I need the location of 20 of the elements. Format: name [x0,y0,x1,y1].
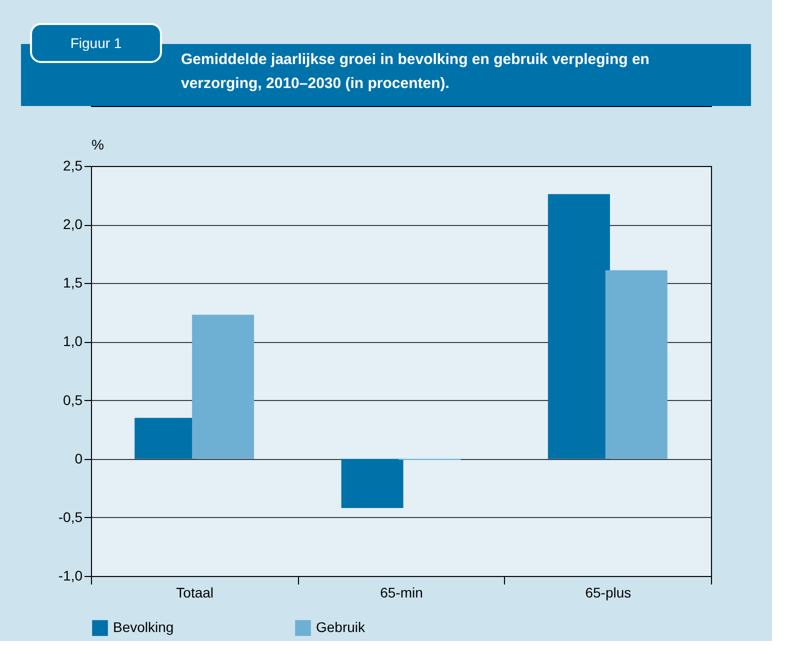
y-tick-label: 0 [74,450,83,466]
bar [341,458,404,508]
bar [548,194,610,459]
x-tick-label: 65-plus [585,584,632,600]
y-tick-label: -0,5 [58,508,83,525]
y-tick-label: 2,0 [63,216,83,232]
text: Figuur 1 [70,35,122,51]
bar [192,314,254,459]
legend-label: Bevolking [113,619,174,636]
x-tick-label: Totaal [176,584,214,600]
x-tick-label: 65-min [380,584,423,600]
y-tick-label: 1,5 [63,274,83,291]
chart-title: Gemiddelde jaarlijkse groei in bevolking en gebruik verpleging en verzorging, 2010–2030 (in procenten). [181,51,650,92]
y-tick-label: 0,5 [63,392,83,408]
y-tick-label: 2,5 [63,158,83,174]
y-tick-label: -1,0 [58,568,83,584]
y-axis-title: % [92,136,104,152]
legend-label: Gebruik [316,619,366,636]
y-tick-label: 1,0 [63,333,83,350]
bar [605,270,668,459]
